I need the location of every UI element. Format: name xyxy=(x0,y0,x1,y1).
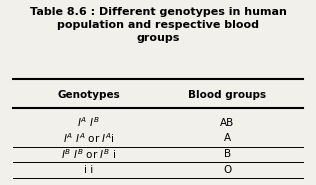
Text: Table 8.6 : Different genotypes in human
population and respective blood
groups: Table 8.6 : Different genotypes in human… xyxy=(30,7,286,43)
Text: i i: i i xyxy=(84,166,93,176)
Text: B: B xyxy=(224,149,231,159)
Text: $I^B$ $I^B$ or $I^B$ i: $I^B$ $I^B$ or $I^B$ i xyxy=(61,148,116,161)
Text: Blood groups: Blood groups xyxy=(188,90,266,100)
Text: $I^A$ $I^A$ or $I^A$i: $I^A$ $I^A$ or $I^A$i xyxy=(63,132,115,145)
Text: O: O xyxy=(223,166,231,176)
Text: Genotypes: Genotypes xyxy=(57,90,120,100)
Text: AB: AB xyxy=(220,117,234,128)
Text: A: A xyxy=(224,133,231,143)
Text: $I^A$ $I^B$: $I^A$ $I^B$ xyxy=(77,116,100,130)
